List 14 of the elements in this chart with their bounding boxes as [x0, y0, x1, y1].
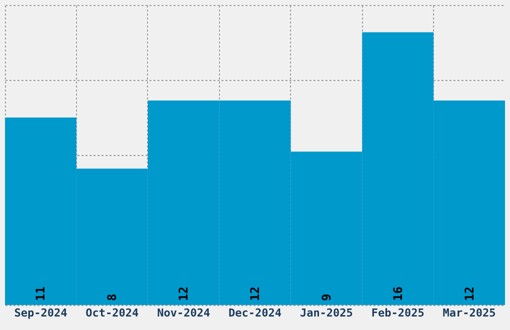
x-tick-label: Sep-2024 [14, 306, 68, 320]
x-tick-label: Jan-2025 [300, 306, 353, 320]
x-tick-label: Oct-2024 [86, 306, 140, 320]
data-label: 11 [34, 286, 48, 301]
data-label: 8 [105, 294, 120, 301]
x-tick-label: Dec-2024 [228, 306, 282, 320]
data-label: 12 [176, 286, 191, 301]
data-label: 12 [462, 286, 476, 301]
x-tick-label: Nov-2024 [157, 306, 210, 320]
x-tick-label: Mar-2025 [442, 306, 496, 320]
data-label: 12 [248, 286, 262, 301]
x-tick-label: Feb-2025 [371, 306, 424, 320]
data-label: 16 [390, 286, 405, 301]
data-label: 9 [319, 294, 334, 301]
